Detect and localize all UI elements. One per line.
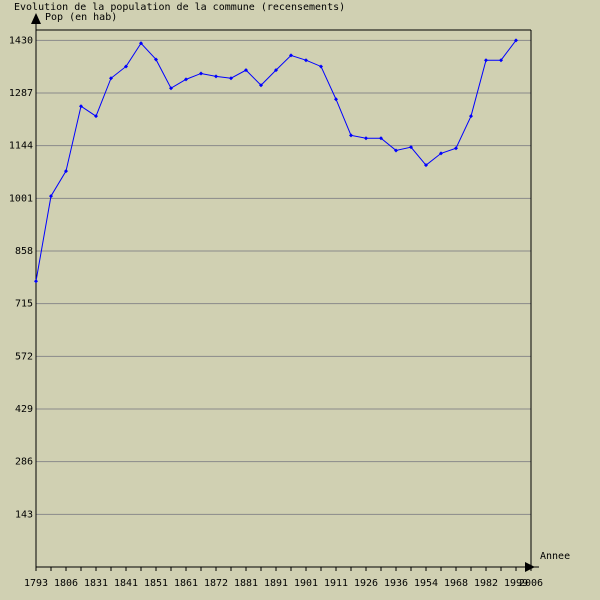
data-point — [154, 57, 158, 62]
y-tick-label: 1144 — [9, 141, 33, 152]
data-point — [349, 133, 353, 138]
data-point — [34, 279, 38, 284]
x-tick-label: 1901 — [294, 578, 318, 589]
data-point — [289, 53, 293, 58]
y-axis-arrow — [31, 13, 41, 24]
x-tick-label: 2006 — [519, 578, 543, 589]
y-tick-label: 1001 — [9, 193, 33, 204]
data-point — [94, 114, 98, 119]
x-tick-label: 1936 — [384, 578, 408, 589]
data-point — [319, 64, 323, 69]
data-point — [334, 97, 338, 102]
data-point — [394, 148, 398, 153]
data-point — [229, 76, 233, 81]
x-tick-label: 1861 — [174, 578, 198, 589]
data-point — [199, 71, 203, 76]
x-tick-label: 1954 — [414, 578, 438, 589]
y-tick-label: 429 — [15, 404, 33, 415]
x-axis-arrow — [525, 562, 535, 572]
data-point — [454, 146, 458, 151]
data-point — [184, 77, 188, 82]
x-tick-label: 1851 — [144, 578, 168, 589]
x-tick-label: 1806 — [54, 578, 78, 589]
data-point — [409, 145, 413, 150]
x-tick-label: 1982 — [474, 578, 498, 589]
chart-title: Evolution de la population de la commune… — [14, 2, 345, 13]
data-point — [304, 58, 308, 63]
data-point — [484, 58, 488, 63]
x-tick-label: 1891 — [264, 578, 288, 589]
x-tick-label: 1831 — [84, 578, 108, 589]
x-tick-label: 1881 — [234, 578, 258, 589]
data-point — [439, 151, 443, 156]
data-point — [139, 41, 143, 46]
data-point — [364, 136, 368, 141]
x-tick-label: 1872 — [204, 578, 228, 589]
x-tick-label: 1841 — [114, 578, 138, 589]
data-point — [244, 68, 248, 73]
data-point — [469, 114, 473, 119]
data-point — [274, 68, 278, 73]
data-point — [499, 58, 503, 63]
x-tick-label: 1793 — [24, 578, 48, 589]
data-point — [79, 104, 83, 109]
data-point — [169, 86, 173, 91]
data-point — [514, 38, 518, 43]
x-tick-label: 1968 — [444, 578, 468, 589]
y-tick-label: 572 — [15, 351, 33, 362]
y-tick-label: 1430 — [9, 35, 33, 46]
x-tick-label: 1911 — [324, 578, 348, 589]
y-tick-label: 143 — [15, 509, 33, 520]
data-point — [49, 194, 53, 199]
data-point — [379, 136, 383, 141]
y-tick-label: 715 — [15, 299, 33, 310]
data-point — [64, 169, 68, 174]
y-tick-label: 858 — [15, 246, 33, 257]
data-point — [214, 74, 218, 79]
data-point — [424, 163, 428, 168]
data-point — [124, 64, 128, 69]
data-point — [259, 83, 263, 88]
data-point — [109, 76, 113, 81]
x-tick-label: 1999 — [504, 578, 528, 589]
y-tick-label: 1287 — [9, 88, 33, 99]
y-tick-label: 286 — [15, 457, 33, 468]
y-axis-label: Pop (en hab) — [45, 12, 117, 23]
x-tick-label: 1926 — [354, 578, 378, 589]
x-axis-label: Annee — [540, 551, 570, 562]
